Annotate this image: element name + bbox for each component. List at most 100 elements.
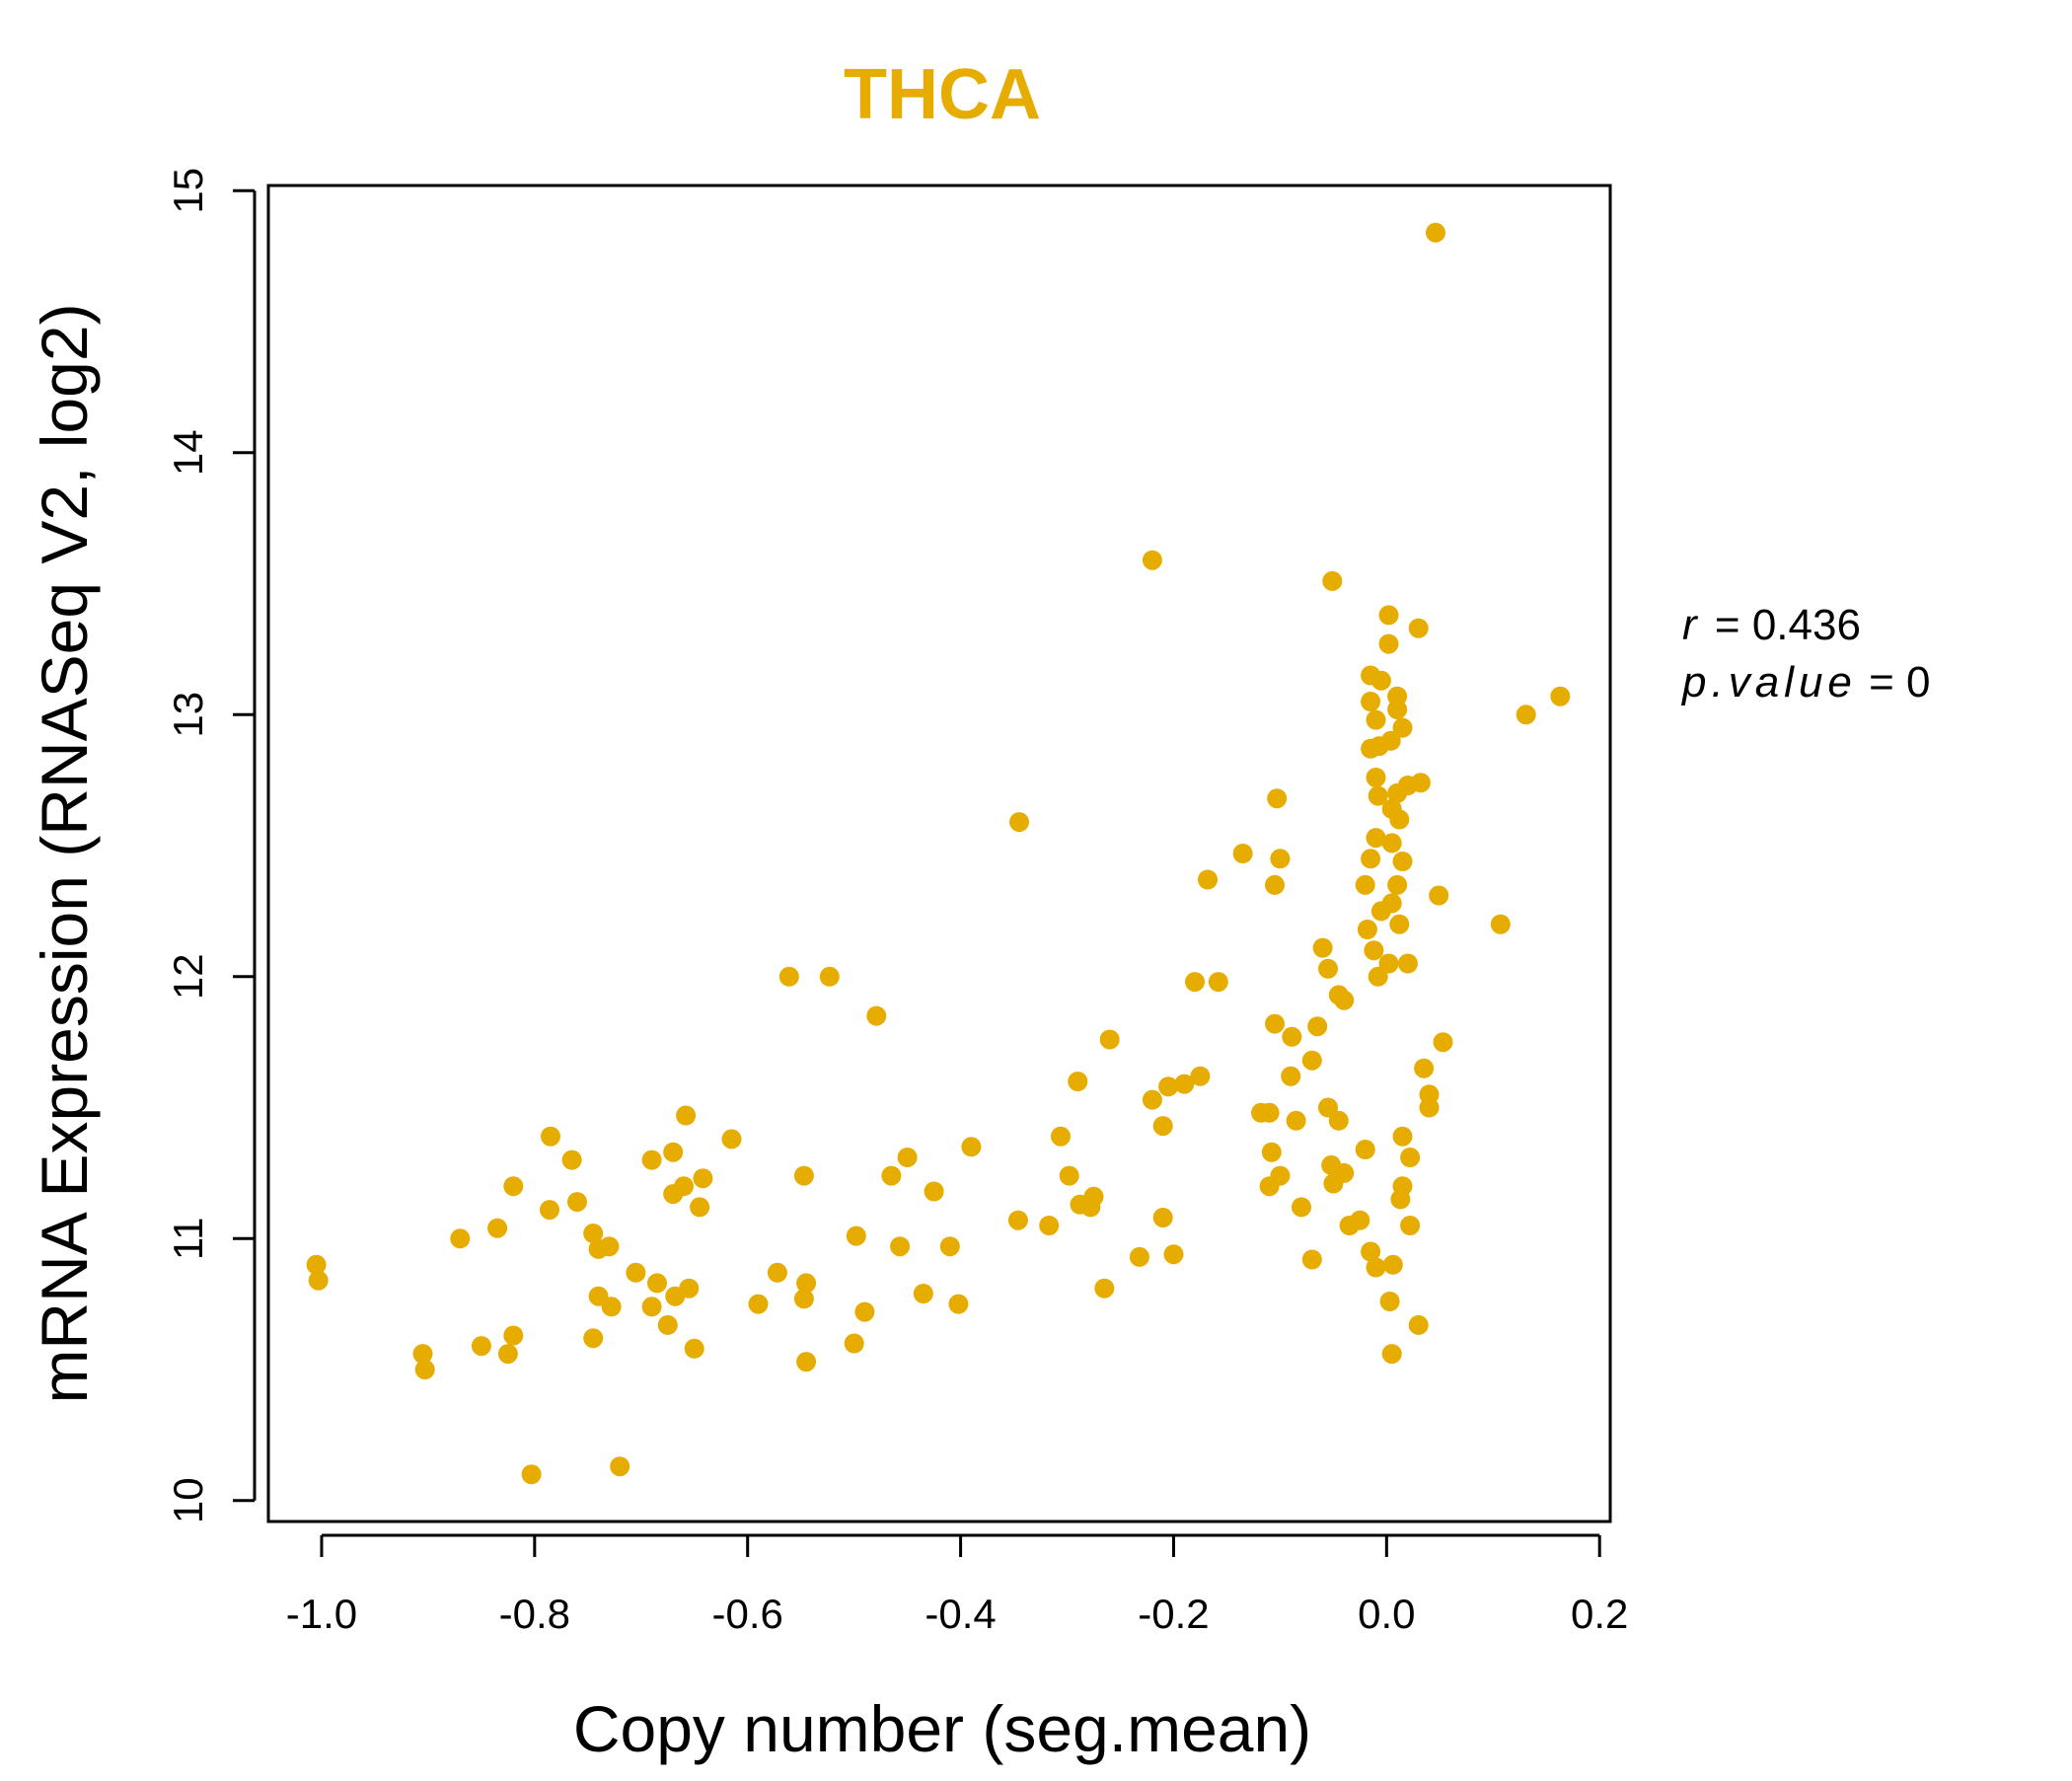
x-tick-label: -0.6: [712, 1591, 783, 1637]
data-point: [1350, 1210, 1370, 1230]
data-point: [1381, 1344, 1402, 1365]
data-point: [1378, 605, 1399, 626]
data-point: [308, 1270, 329, 1291]
data-point: [1158, 1076, 1179, 1097]
y-tick-label: 14: [165, 429, 211, 476]
data-point: [854, 1301, 875, 1322]
data-point: [1361, 849, 1381, 869]
data-point: [1307, 1016, 1328, 1037]
data-point: [503, 1325, 524, 1346]
r-label: r: [1682, 601, 1699, 649]
points-layer: [306, 222, 1571, 1485]
data-point: [1361, 692, 1381, 711]
data-point: [1419, 1084, 1440, 1105]
data-point: [1142, 550, 1162, 570]
data-point: [819, 966, 840, 987]
data-point: [1433, 1032, 1453, 1053]
data-point: [1516, 705, 1536, 725]
data-point: [1301, 1249, 1322, 1270]
data-point: [1397, 953, 1418, 974]
data-point: [1174, 1074, 1195, 1094]
data-point: [939, 1236, 960, 1257]
data-point: [796, 1352, 817, 1373]
data-point: [1068, 1072, 1088, 1091]
data-point: [1387, 700, 1408, 719]
data-point: [684, 1338, 704, 1359]
x-tick-label: -1.0: [286, 1591, 357, 1637]
x-tick-label: -0.4: [925, 1591, 996, 1637]
data-point: [1270, 849, 1291, 869]
data-point: [961, 1137, 982, 1157]
data-point: [676, 1105, 697, 1126]
data-point: [583, 1224, 604, 1243]
data-point: [657, 1314, 678, 1335]
data-point: [647, 1273, 667, 1294]
y-tick-label: 12: [165, 953, 211, 1000]
data-point: [1389, 809, 1410, 830]
data-point: [693, 1168, 713, 1189]
data-point: [778, 966, 799, 987]
data-point: [913, 1284, 933, 1303]
correlation-stats: r = 0.436 p.value = 0: [1680, 601, 1931, 706]
y-tick-label: 10: [165, 1477, 211, 1523]
data-point: [1550, 686, 1571, 706]
x-tick-label: -0.8: [499, 1591, 570, 1637]
data-point: [521, 1464, 542, 1485]
data-point: [1378, 633, 1399, 654]
data-point: [1355, 1140, 1375, 1159]
data-point: [1366, 828, 1386, 849]
r-stat: r = 0.436: [1682, 601, 1861, 649]
data-point: [1261, 1142, 1282, 1162]
data-point: [1318, 958, 1338, 979]
data-point: [1400, 1148, 1421, 1167]
data-point: [690, 1197, 710, 1218]
data-point: [846, 1225, 866, 1246]
data-point: [1270, 1165, 1291, 1186]
x-tick-label: -0.2: [1138, 1591, 1209, 1637]
data-point: [721, 1129, 742, 1150]
data-point: [1357, 920, 1377, 939]
data-point: [1328, 1110, 1349, 1131]
data-point: [1208, 972, 1228, 993]
data-point: [1426, 222, 1445, 243]
data-point: [1379, 1292, 1400, 1311]
data-point: [663, 1184, 684, 1205]
data-point: [588, 1238, 609, 1259]
data-point: [897, 1148, 918, 1167]
data-point: [641, 1150, 662, 1170]
data-point: [471, 1336, 491, 1357]
data-point: [881, 1165, 902, 1186]
data-point: [1328, 985, 1349, 1005]
data-point: [1490, 914, 1511, 934]
data-point: [844, 1333, 864, 1354]
data-point: [1378, 953, 1399, 974]
x-axis: -1.0 -0.8 -0.6 -0.4 -0.2 0.0 0.2: [286, 1533, 1628, 1637]
data-point: [1370, 670, 1391, 691]
data-point: [641, 1297, 662, 1317]
p-label: p.value: [1680, 658, 1857, 706]
data-point: [866, 1005, 887, 1026]
data-point: [414, 1360, 435, 1379]
y-tick-label: 15: [165, 168, 211, 214]
data-point: [1083, 1186, 1104, 1207]
data-point: [567, 1192, 587, 1213]
data-point: [1368, 785, 1388, 806]
data-point: [1286, 1110, 1306, 1131]
data-point: [1387, 874, 1408, 895]
p-stat: p.value = 0: [1680, 658, 1931, 706]
data-point: [1007, 1210, 1028, 1230]
data-point: [1366, 768, 1386, 787]
data-point: [1392, 1126, 1413, 1147]
data-point: [1094, 1278, 1115, 1299]
y-tick-label: 13: [165, 692, 211, 738]
data-point: [1039, 1216, 1060, 1235]
data-point: [1312, 937, 1333, 958]
data-point: [1408, 1314, 1429, 1335]
data-point: [1292, 1197, 1311, 1218]
data-point: [1429, 885, 1449, 906]
data-point: [1361, 1241, 1381, 1262]
data-point: [487, 1218, 508, 1238]
data-point: [412, 1344, 433, 1365]
data-point: [1059, 1165, 1079, 1186]
data-point: [541, 1126, 560, 1147]
